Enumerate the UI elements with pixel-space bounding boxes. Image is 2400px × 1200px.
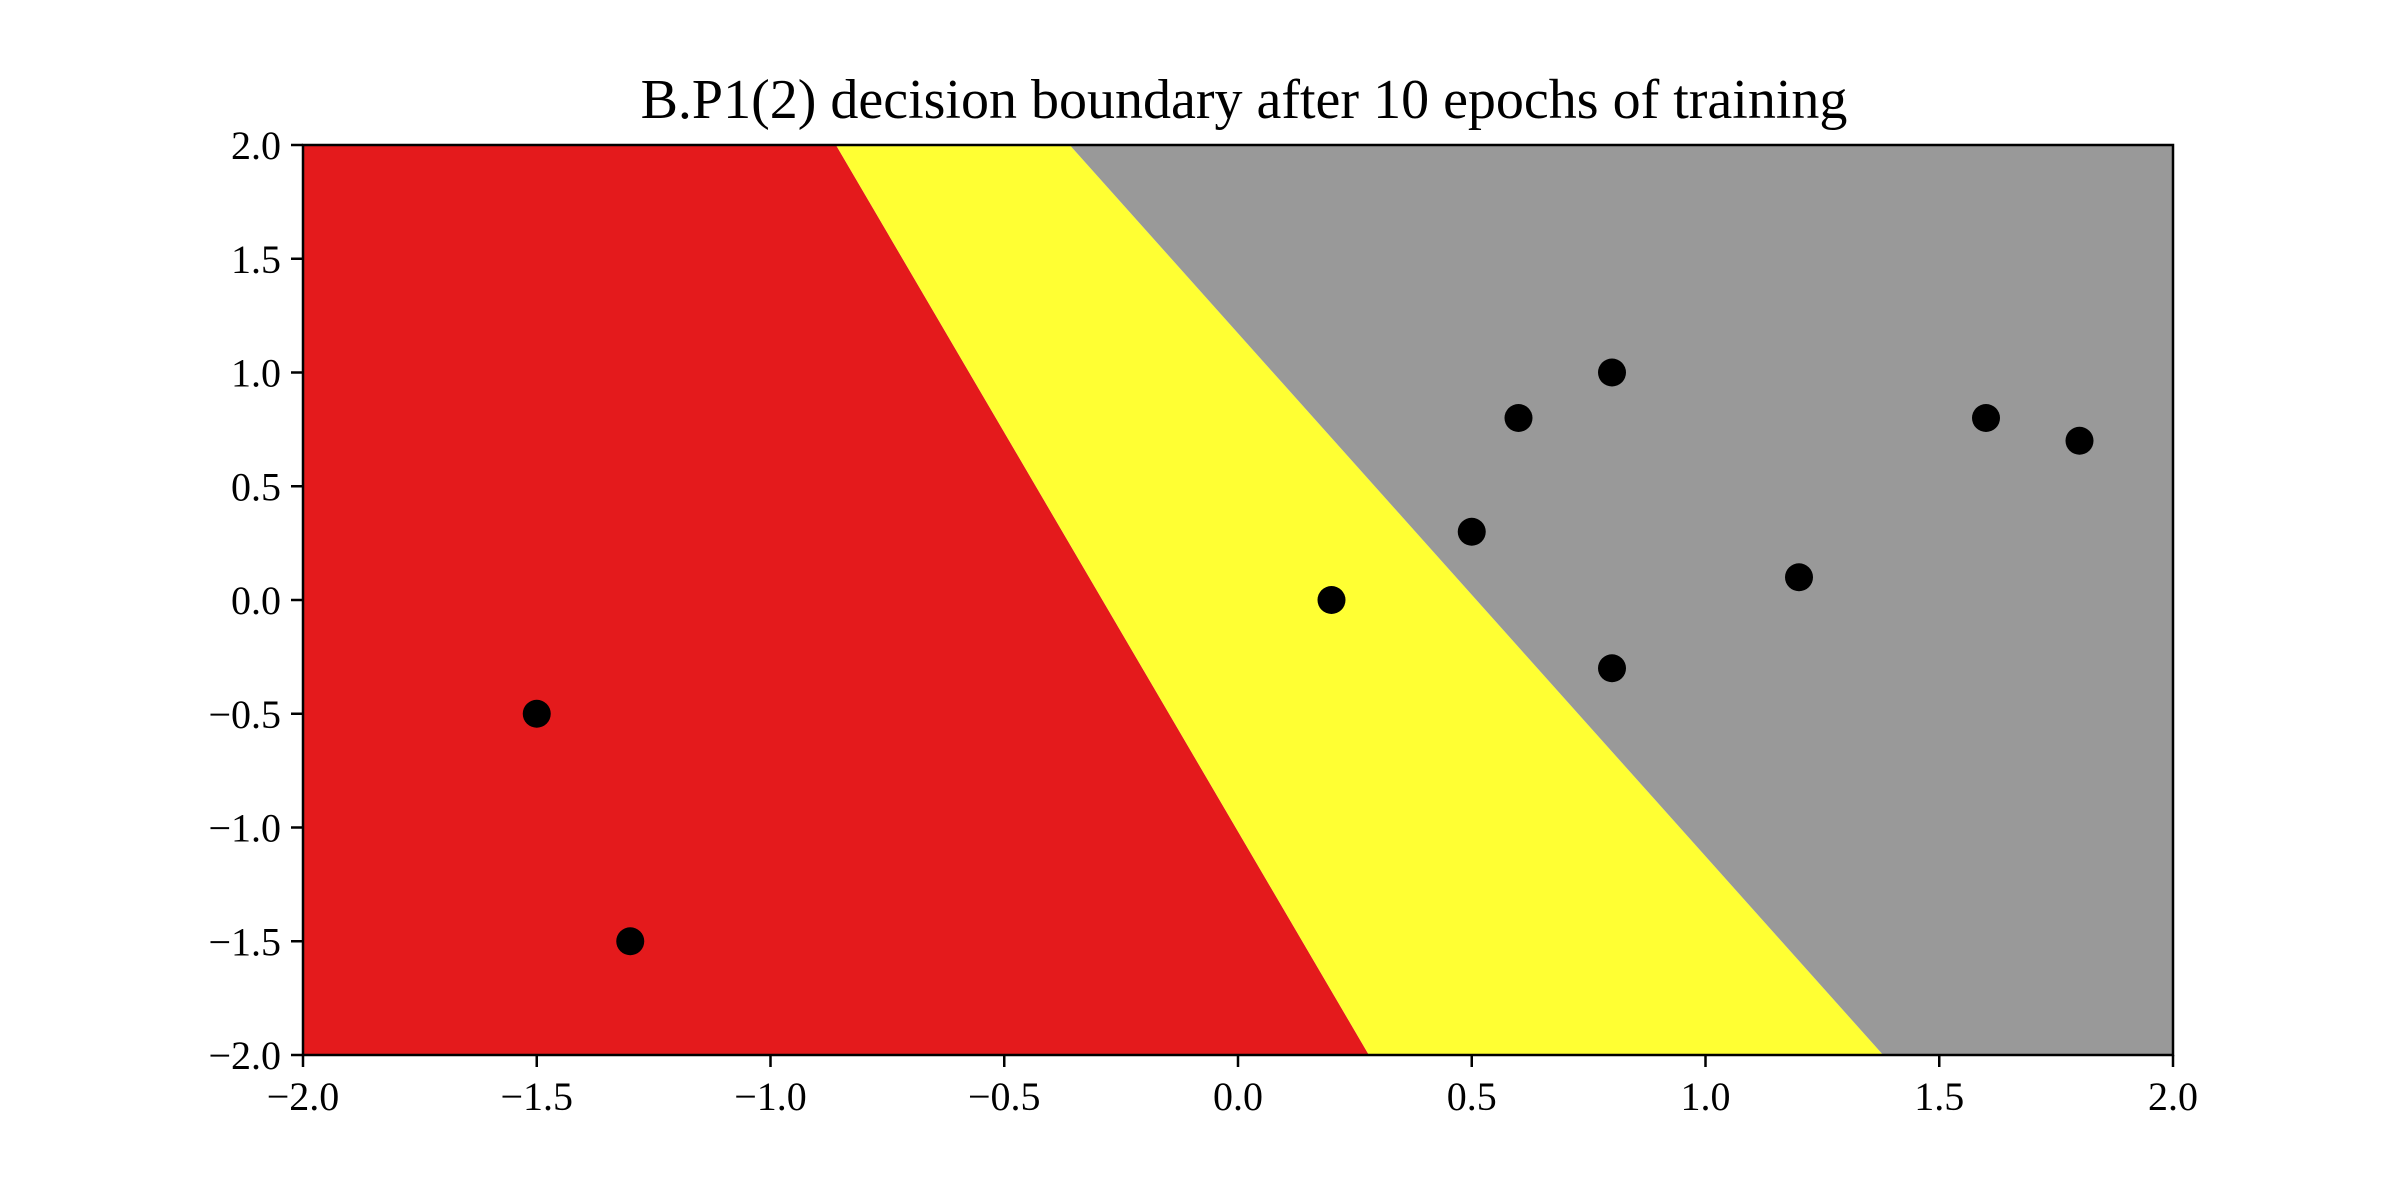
data-point	[1785, 563, 1813, 592]
y-tick-label: 1.5	[231, 237, 281, 282]
data-point	[522, 699, 551, 728]
y-tick-label: −1.0	[208, 806, 281, 851]
y-tick-label: −2.0	[208, 1033, 281, 1078]
decision-region-1	[835, 145, 1884, 1055]
data-point	[1457, 517, 1486, 546]
data-point	[1317, 586, 1346, 614]
x-tick-label: 2.0	[2148, 1074, 2198, 1119]
chart-title: B.P1(2) decision boundary after 10 epoch…	[641, 69, 1848, 131]
y-tick-label: 0.5	[231, 464, 281, 509]
x-tick-label: −1.5	[500, 1074, 573, 1119]
data-point	[1598, 654, 1626, 683]
y-tick-label: −0.5	[208, 692, 281, 737]
y-tick-label: 0.0	[231, 578, 281, 623]
data-point	[1972, 404, 2000, 432]
decision-regions	[303, 145, 2173, 1055]
decision-region-2	[1069, 145, 2173, 1055]
x-tick-label: −0.5	[968, 1074, 1041, 1119]
y-tick-label: 2.0	[231, 123, 281, 168]
y-tick-label: −1.5	[208, 919, 281, 964]
x-axis: −2.0 −1.5 −1.0 −0.5 0.0 0.5 1.0 1.5 2.0	[267, 1055, 2198, 1119]
data-points	[522, 358, 2094, 956]
x-tick-label: 1.5	[1914, 1074, 1964, 1119]
x-tick-label: −1.0	[734, 1074, 807, 1119]
data-point	[2065, 426, 2094, 455]
y-tick-label: 1.0	[231, 351, 281, 396]
x-tick-label: 0.5	[1447, 1074, 1497, 1119]
data-point	[1598, 358, 1626, 387]
decision-region-0	[303, 145, 1369, 1055]
y-axis: −2.0 −1.5 −1.0 −0.5 0.0 0.5 1.0 1.5 2.0	[208, 123, 303, 1078]
x-tick-label: 1.0	[1681, 1074, 1731, 1119]
data-point	[1504, 404, 1533, 432]
data-point	[616, 927, 645, 956]
x-tick-label: −2.0	[267, 1074, 340, 1119]
x-tick-label: 0.0	[1213, 1074, 1263, 1119]
